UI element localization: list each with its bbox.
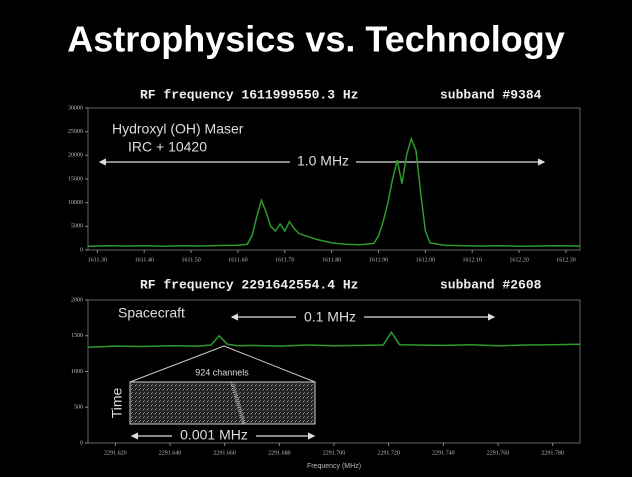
x-tick-label: 1611.70 (275, 257, 294, 263)
x-tick-label: 2291.640 (159, 450, 182, 456)
annotation: IRC + 10420 (128, 139, 207, 155)
annotation: 0.001 MHz (180, 427, 248, 443)
y-tick-label: 10000 (68, 200, 83, 206)
x-tick-label: 1611.30 (88, 257, 107, 263)
x-tick-label: 1611.80 (322, 257, 341, 263)
x-tick-label: 2291.740 (432, 450, 455, 456)
x-tick-label: 1612.00 (416, 257, 436, 263)
y-tick-label: 25000 (68, 129, 83, 135)
x-tick-label: 2291.720 (377, 450, 400, 456)
annotation: Time (109, 387, 125, 418)
y-tick-label: 30000 (68, 105, 83, 111)
chart-subtitle: subband #9384 (440, 87, 542, 102)
x-tick-label: 1612.30 (556, 257, 576, 263)
y-tick-label: 5000 (71, 224, 83, 230)
x-tick-label: 1612.20 (509, 257, 529, 263)
x-tick-label: 2291.760 (487, 450, 510, 456)
y-tick-label: 0 (80, 247, 83, 253)
x-tick-label: 2291.660 (213, 450, 236, 456)
y-tick-label: 2000 (71, 297, 83, 303)
chart-title: RF frequency 2291642554.4 Hz (140, 277, 358, 292)
y-tick-label: 15000 (68, 176, 83, 182)
x-tick-label: 2291.780 (541, 450, 564, 456)
annotation: 924 channels (195, 367, 249, 377)
y-tick-label: 500 (74, 405, 83, 411)
y-tick-label: 0 (80, 440, 83, 446)
x-axis-label: Frequency (MHz) (307, 463, 361, 470)
annotation: 1.0 MHz (297, 153, 349, 169)
x-tick-label: 2291.680 (268, 450, 291, 456)
annotation: Spacecraft (118, 305, 185, 321)
x-tick-label: 1611.50 (181, 257, 200, 263)
slide: Astrophysics vs. Technology RF frequency… (0, 0, 632, 477)
chart-subtitle: subband #2608 (440, 277, 542, 292)
x-tick-label: 1611.60 (228, 257, 247, 263)
x-tick-label: 2291.700 (323, 450, 346, 456)
chart-title: RF frequency 1611999550.3 Hz (140, 87, 358, 102)
x-tick-label: 1611.90 (369, 257, 388, 263)
y-tick-label: 20000 (68, 153, 83, 159)
x-tick-label: 1612.10 (462, 257, 482, 263)
x-tick-label: 2291.620 (104, 450, 127, 456)
y-tick-label: 1000 (71, 369, 83, 375)
waterfall-inset (130, 382, 315, 424)
annotation: Hydroxyl (OH) Maser (112, 121, 244, 137)
y-tick-label: 1500 (71, 333, 83, 339)
annotation: 0.1 MHz (304, 309, 356, 325)
x-tick-label: 1611.40 (135, 257, 154, 263)
slide-title: Astrophysics vs. Technology (67, 19, 564, 60)
